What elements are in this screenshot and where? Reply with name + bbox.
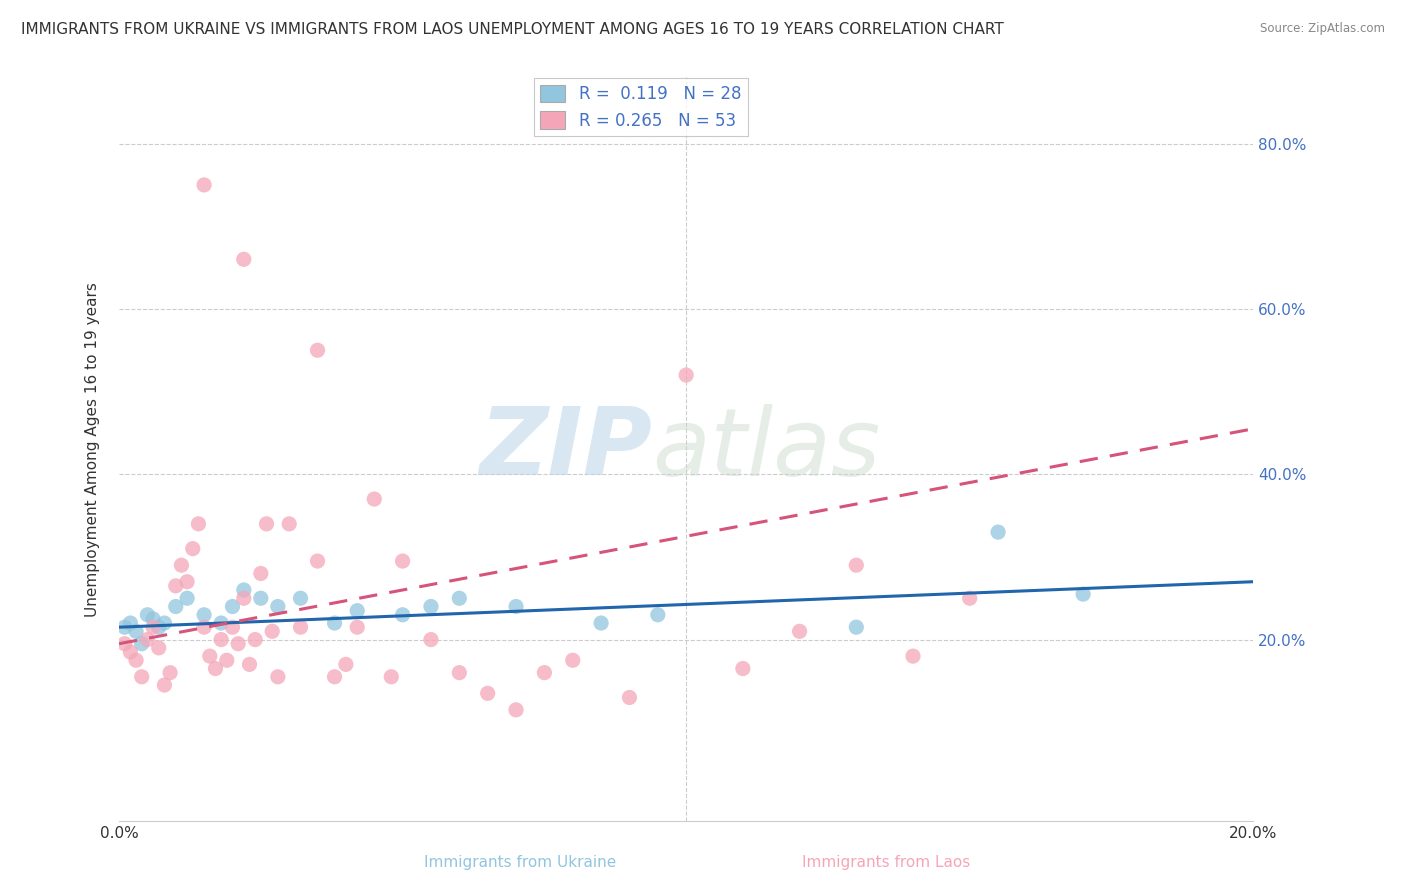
Y-axis label: Unemployment Among Ages 16 to 19 years: Unemployment Among Ages 16 to 19 years xyxy=(86,282,100,617)
Point xyxy=(142,612,165,626)
Legend: R =  0.119   N = 28, R = 0.265   N = 53: R = 0.119 N = 28, R = 0.265 N = 53 xyxy=(534,78,748,136)
Point xyxy=(335,657,357,672)
Point xyxy=(987,525,1010,540)
Point xyxy=(120,645,142,659)
Point xyxy=(142,620,165,634)
Point xyxy=(290,591,312,606)
Point xyxy=(120,615,142,630)
Point xyxy=(193,178,215,192)
Point xyxy=(307,343,329,358)
Point xyxy=(187,516,209,531)
Point xyxy=(181,541,204,556)
Point xyxy=(307,554,329,568)
Point xyxy=(845,620,868,634)
Point xyxy=(125,624,148,639)
Point xyxy=(226,637,249,651)
Point xyxy=(420,599,443,614)
Point xyxy=(238,657,260,672)
Point xyxy=(136,607,159,622)
Point xyxy=(153,678,176,692)
Point xyxy=(278,516,301,531)
Point xyxy=(1071,587,1094,601)
Point xyxy=(193,620,215,634)
Point xyxy=(159,665,181,680)
Point xyxy=(125,653,148,667)
Point xyxy=(193,607,215,622)
Point xyxy=(505,703,527,717)
Point xyxy=(215,653,238,667)
Point xyxy=(267,599,290,614)
Point xyxy=(363,491,385,506)
Point xyxy=(380,670,402,684)
Point xyxy=(449,665,471,680)
Point xyxy=(232,591,254,606)
Point xyxy=(391,554,413,568)
Point xyxy=(176,591,198,606)
Point xyxy=(477,686,499,700)
Point xyxy=(136,632,159,647)
Point xyxy=(176,574,198,589)
Point xyxy=(731,661,754,675)
Point xyxy=(221,620,243,634)
Point xyxy=(204,661,226,675)
Point xyxy=(290,620,312,634)
Point xyxy=(591,615,613,630)
Point xyxy=(647,607,669,622)
Point xyxy=(256,516,278,531)
Point xyxy=(198,649,221,664)
Point xyxy=(243,632,266,647)
Point xyxy=(346,620,368,634)
Text: Source: ZipAtlas.com: Source: ZipAtlas.com xyxy=(1260,22,1385,36)
Point xyxy=(165,599,187,614)
Point xyxy=(114,620,136,634)
Point xyxy=(221,599,243,614)
Point xyxy=(901,649,924,664)
Point xyxy=(232,252,254,267)
Text: ZIP: ZIP xyxy=(479,403,652,495)
Point xyxy=(561,653,583,667)
Point xyxy=(148,620,170,634)
Point xyxy=(165,579,187,593)
Point xyxy=(323,615,346,630)
Point xyxy=(267,670,290,684)
Point xyxy=(153,615,176,630)
Point xyxy=(346,604,368,618)
Point xyxy=(131,637,153,651)
Point xyxy=(959,591,981,606)
Point xyxy=(209,615,232,630)
Text: atlas: atlas xyxy=(652,404,880,495)
Point xyxy=(391,607,413,622)
Point xyxy=(262,624,284,639)
Point xyxy=(789,624,811,639)
Point xyxy=(323,670,346,684)
Text: IMMIGRANTS FROM UKRAINE VS IMMIGRANTS FROM LAOS UNEMPLOYMENT AMONG AGES 16 TO 19: IMMIGRANTS FROM UKRAINE VS IMMIGRANTS FR… xyxy=(21,22,1004,37)
Point xyxy=(232,582,254,597)
Text: Immigrants from Ukraine: Immigrants from Ukraine xyxy=(425,855,616,870)
Point xyxy=(148,640,170,655)
Point xyxy=(533,665,555,680)
Text: Immigrants from Laos: Immigrants from Laos xyxy=(801,855,970,870)
Point xyxy=(209,632,232,647)
Point xyxy=(845,558,868,573)
Point xyxy=(170,558,193,573)
Point xyxy=(250,566,273,581)
Point xyxy=(619,690,641,705)
Point xyxy=(114,637,136,651)
Point xyxy=(505,599,527,614)
Point xyxy=(420,632,443,647)
Point xyxy=(449,591,471,606)
Point xyxy=(131,670,153,684)
Point xyxy=(250,591,273,606)
Point xyxy=(675,368,697,382)
